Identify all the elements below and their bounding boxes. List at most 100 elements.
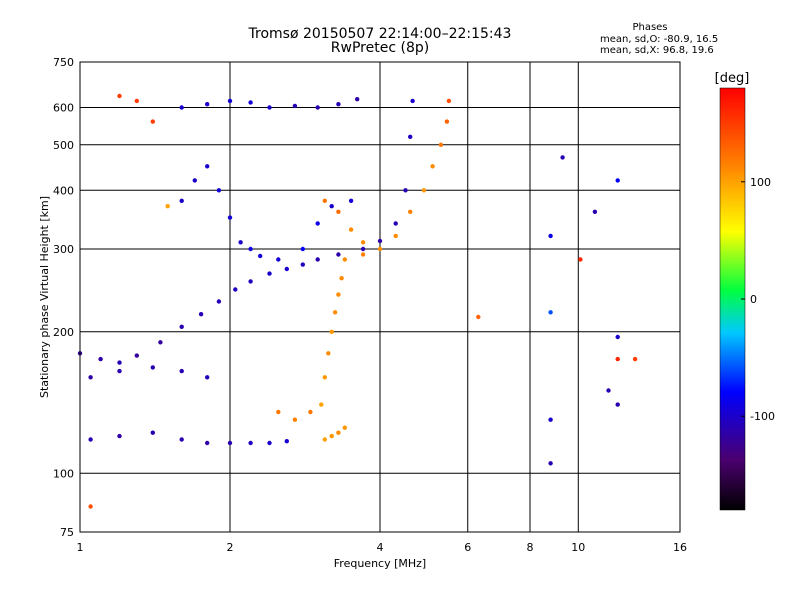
scatter-point [548, 233, 553, 239]
colorbar-tick-label: -100 [750, 410, 775, 423]
scatter-point [592, 209, 598, 214]
scatter-point [134, 353, 139, 358]
scatter-point [88, 504, 93, 509]
y-tick-labels: 75 100 200 300 400 500 600 750 [53, 56, 74, 539]
scatter-point [276, 257, 281, 262]
x-axis-label: Frequency [MHz] [334, 557, 426, 570]
scatter-point [410, 98, 415, 104]
scatter-point [336, 252, 341, 257]
scatter-point [560, 155, 565, 160]
y-tick-label: 600 [53, 102, 74, 115]
scatter-point [339, 276, 344, 281]
x-tick-label: 2 [227, 541, 234, 554]
scatter-point [233, 287, 238, 292]
scatter-point [248, 246, 253, 252]
scatter-point [408, 209, 413, 214]
scatter-point [134, 98, 139, 104]
scatter-point [322, 437, 327, 442]
scatter-point [179, 324, 184, 329]
scatter-point [88, 437, 93, 442]
scatter-point [360, 240, 366, 245]
phase-legend-title: Phases [632, 22, 668, 33]
scatter-point [615, 178, 620, 183]
scatter-point [248, 100, 253, 105]
scatter-point [438, 142, 444, 147]
scatter-point [238, 240, 243, 245]
scatter-point [408, 134, 413, 139]
x-tick-label: 16 [673, 541, 687, 554]
colorbar-tick-label: 100 [750, 176, 771, 189]
scatter-point [276, 409, 281, 415]
chart-title: Tromsø 20150507 22:14:00–22:15:43 [248, 26, 512, 42]
scatter-point [267, 440, 272, 446]
scatter-point [322, 375, 327, 380]
scatter-point [227, 98, 233, 104]
scatter-point [336, 292, 341, 297]
scatter-point [326, 351, 331, 356]
scatter-point [578, 257, 583, 262]
scatter-point [308, 409, 313, 415]
scatter-point [117, 360, 122, 365]
scatter-point [336, 102, 341, 107]
y-tick-label: 300 [53, 243, 74, 256]
scatter-point [267, 105, 272, 110]
scatter-point [615, 356, 620, 362]
scatter-point [332, 310, 338, 315]
scatter-point [548, 461, 553, 466]
scatter-point [198, 312, 204, 317]
scatter-point [150, 430, 155, 435]
scatter-point [88, 375, 93, 380]
scatter-point [248, 440, 253, 446]
y-axis-label: Stationary phase Virtual Height [km] [38, 196, 51, 398]
scatter-point [421, 188, 427, 193]
scatter-point [348, 198, 354, 203]
scatter-point [205, 102, 210, 107]
scatter-point [117, 368, 122, 374]
scatter-point [216, 188, 222, 193]
scatter-point [548, 310, 553, 315]
scatter-point [216, 299, 222, 304]
scatter-point [393, 221, 398, 226]
scatter-point [348, 227, 354, 232]
x-tick-label: 1 [77, 541, 84, 554]
y-tick-label: 100 [53, 467, 74, 480]
grid-lines [80, 62, 680, 532]
colorbar-ticks: 100 0 -100 [741, 176, 775, 423]
scatter-point [632, 356, 638, 362]
scatter-point [403, 188, 408, 193]
y-tick-label: 750 [53, 56, 74, 69]
x-tick-labels: 1 2 4 6 8 10 16 [77, 541, 688, 554]
scatter-point [292, 417, 298, 422]
scatter-point [205, 375, 210, 380]
scatter-point [446, 98, 452, 104]
scatter-point [258, 253, 263, 259]
y-tick-label: 500 [53, 139, 74, 152]
scatter-point [205, 440, 210, 446]
scatter-point [329, 204, 334, 209]
scatter-point [117, 433, 122, 439]
scatter-point [150, 365, 155, 370]
scatter-point [165, 204, 170, 209]
phase-x-stats: mean, sd,X: 96.8, 19.6 [600, 45, 714, 56]
scatter-point [393, 233, 398, 239]
scatter-point [476, 314, 481, 320]
scatter-point [205, 164, 210, 169]
scatter-point [117, 93, 122, 99]
scatter-point [336, 209, 341, 214]
scatter-point [267, 271, 272, 276]
y-tick-label: 200 [53, 326, 74, 339]
scatter-point [377, 246, 383, 252]
scatter-point [377, 238, 383, 244]
scatter-point [329, 433, 334, 439]
scatter-points [77, 93, 638, 509]
colorbar-label: [deg] [715, 71, 750, 86]
scatter-point [179, 105, 184, 110]
y-tick-label: 75 [60, 526, 74, 539]
scatter-point [248, 279, 253, 284]
scatter-point [606, 388, 611, 393]
scatter-point [179, 198, 184, 203]
scatter-point [292, 103, 298, 109]
scatter-point [315, 257, 320, 262]
scatter-point [300, 262, 305, 267]
scatter-point [615, 402, 620, 407]
